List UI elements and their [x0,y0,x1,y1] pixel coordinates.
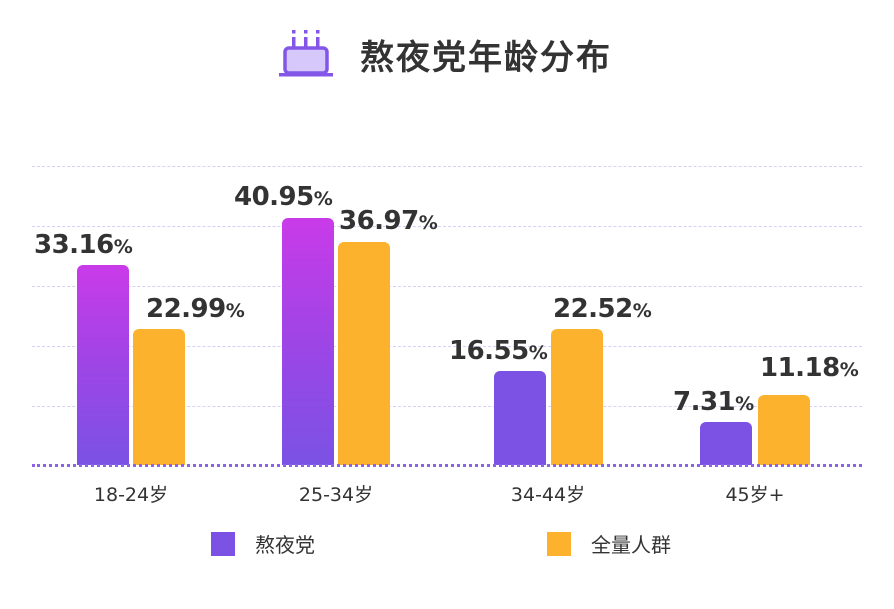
gridline [32,406,862,407]
legend-item-aoyedang[interactable]: 熬夜党 [211,529,315,558]
bar-aoyedang-34-44 [494,371,546,465]
x-axis-label: 45岁+ [725,484,785,506]
legend-label: 熬夜党 [255,533,315,557]
legend-item-all-users[interactable]: 全量人群 [547,529,671,558]
x-axis-label: 18-24岁 [93,484,169,506]
bar-aoyedang-25-34 [282,218,334,465]
chart-header: 熬夜党年龄分布 [0,24,894,84]
legend-swatch-purple [211,531,235,556]
x-axis-baseline [32,464,862,467]
value-label: 33.16% [34,230,133,260]
gridline [32,346,862,347]
birthday-cake-icon [279,30,333,77]
bar-aoyedang-18-24 [77,265,129,465]
bar-all-34-44 [551,329,603,465]
x-axis-label: 34-44岁 [510,484,586,506]
value-label: 11.18% [760,353,859,383]
value-label: 36.97% [339,206,438,236]
value-label: 7.31% [673,387,754,417]
x-axis-label: 25-34岁 [298,484,374,506]
gridline [32,166,862,167]
legend-swatch-orange [547,531,571,556]
chart-title: 熬夜党年龄分布 [360,37,612,78]
value-label: 40.95% [234,182,333,212]
value-label: 16.55% [449,336,548,366]
bars-layer [32,150,862,465]
bar-all-45-plus [758,395,810,465]
bar-all-18-24 [133,329,185,465]
gridline [32,226,862,227]
legend-label: 全量人群 [591,533,671,557]
plot-area [32,150,862,470]
bar-aoyedang-45-plus [700,422,752,465]
value-label: 22.99% [146,294,245,324]
value-label: 22.52% [553,294,652,324]
gridline [32,286,862,287]
bar-all-25-34 [338,242,390,465]
